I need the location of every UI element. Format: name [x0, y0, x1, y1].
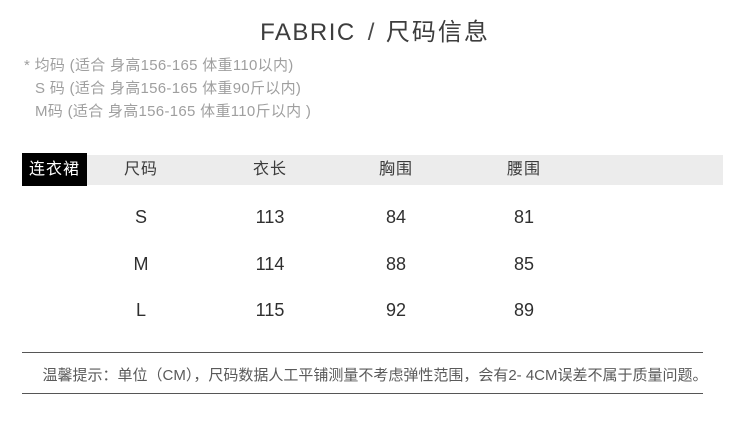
- table-header-strip: [22, 155, 723, 185]
- title-separator: /: [367, 19, 376, 46]
- table-cell-length: 115: [255, 300, 285, 320]
- table-cell-waist: 89: [513, 300, 535, 320]
- table-cell-length: 113: [255, 207, 285, 227]
- table-cell-size: S: [134, 207, 147, 227]
- table-cell-length: 114: [255, 254, 285, 274]
- size-note-free: * 均码 (适合 身高156-165 体重110以内): [24, 57, 294, 74]
- column-header-waist: 腰围: [506, 161, 541, 178]
- category-badge: 连衣裙: [22, 153, 87, 186]
- table-cell-size: L: [135, 300, 146, 320]
- table-row: M 114 88 85: [0, 251, 750, 277]
- page-title-en: FABRIC: [260, 19, 356, 46]
- page-title-zh: 尺码信息: [385, 19, 490, 46]
- size-notes: * 均码 (适合 身高156-165 体重110以内) S 码 (适合 身高15…: [24, 54, 311, 123]
- size-note-m: M码 (适合 身高156-165 体重110斤以内 ): [35, 103, 312, 120]
- page-title: FABRIC / 尺码信息: [0, 12, 750, 47]
- table-cell-bust: 92: [385, 300, 407, 320]
- tip-text: 温馨提示：单位（CM），尺码数据人工平铺测量不考虑弹性范围，会有2- 4CM误差…: [42, 367, 708, 384]
- table-row: S 113 84 81: [0, 204, 750, 230]
- column-header-bust: 胸围: [378, 161, 413, 178]
- table-cell-bust: 88: [385, 254, 407, 274]
- table-cell-bust: 84: [385, 207, 407, 227]
- size-note-s: S 码 (适合 身高156-165 体重90斤以内): [35, 80, 302, 97]
- divider-top: [22, 352, 703, 353]
- divider-bottom: [22, 393, 703, 394]
- table-row: L 115 92 89: [0, 297, 750, 323]
- table-cell-waist: 85: [513, 254, 535, 274]
- table-cell-size: M: [133, 254, 149, 274]
- column-header-length: 衣长: [252, 161, 287, 178]
- column-header-size: 尺码: [123, 161, 158, 178]
- table-cell-waist: 81: [513, 207, 535, 227]
